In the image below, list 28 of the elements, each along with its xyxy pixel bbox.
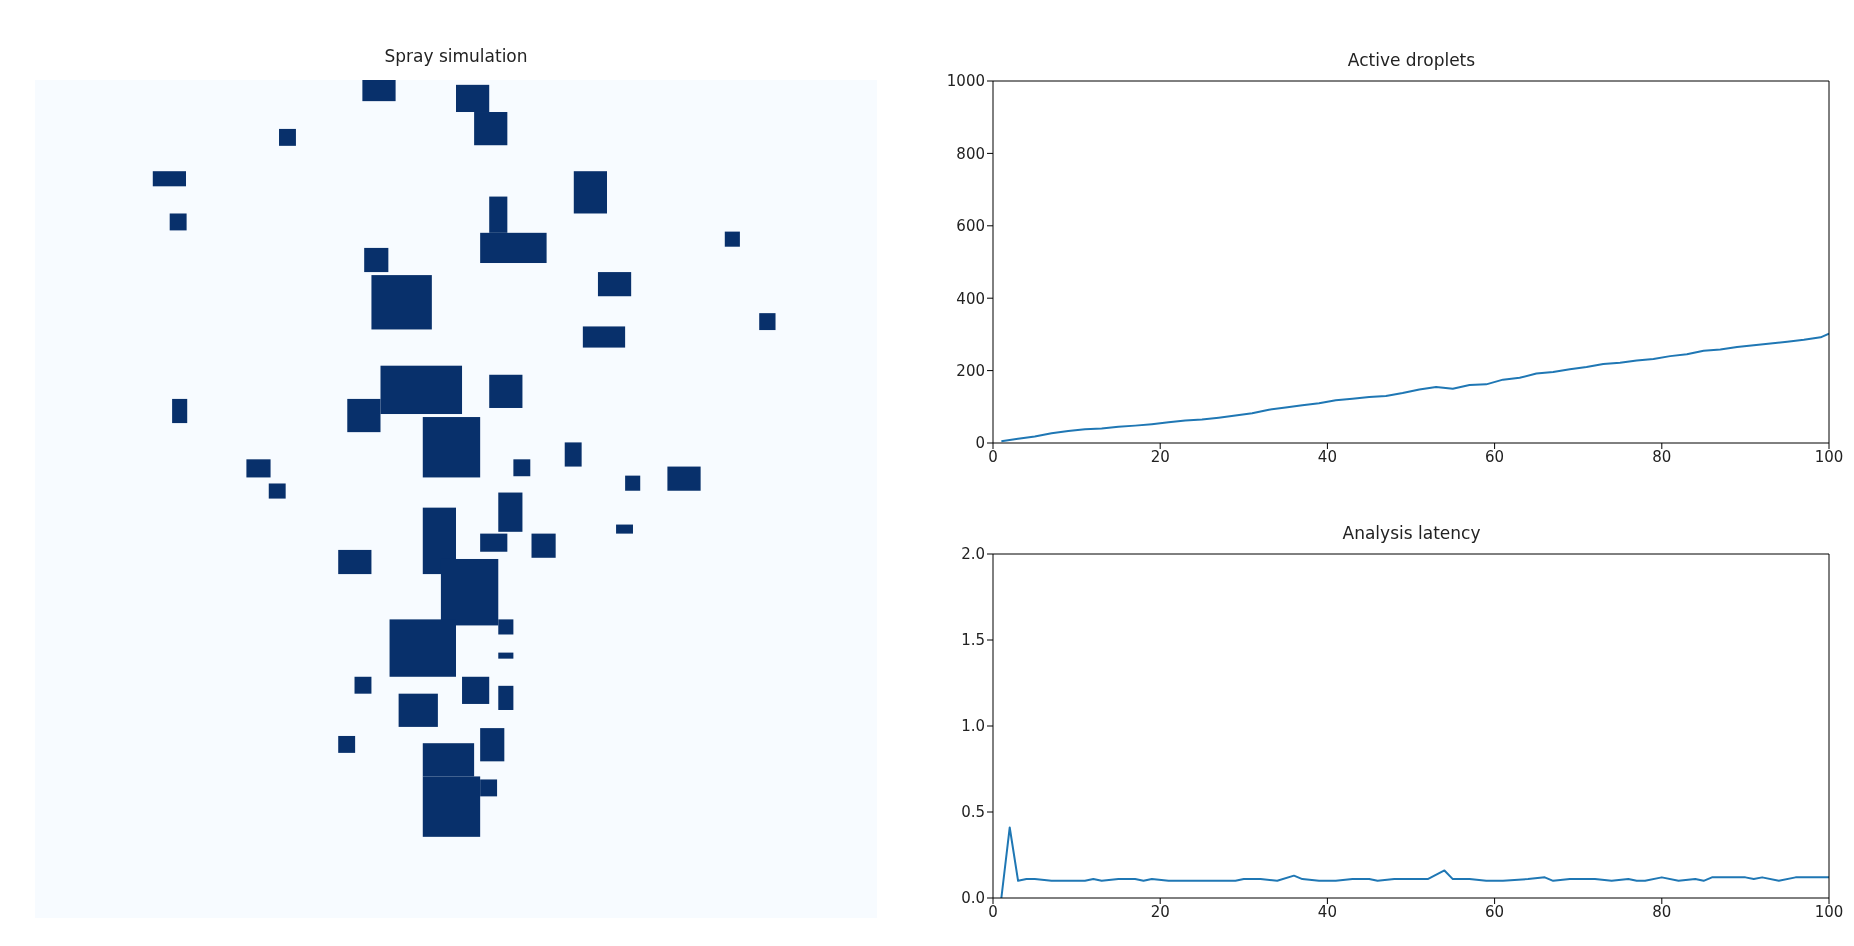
x-tick-label: 20 [1150,447,1170,466]
y-tick-label: 1.0 [961,717,985,736]
line-series [1000,826,1829,898]
x-tick-label: 100 [1814,447,1844,466]
x-tick-label: 80 [1652,902,1672,921]
x-tick-label: 60 [1485,902,1505,921]
x-tick-label: 60 [1485,447,1505,466]
chart-title: Active droplets [1346,50,1477,72]
x-tick-label: 0 [988,447,998,466]
x-tick-label: 80 [1652,447,1672,466]
y-tick-label: 200 [956,361,985,380]
line-series [1000,332,1829,443]
x-tick-label: 40 [1317,902,1337,921]
x-tick-label: 100 [1814,902,1844,921]
y-tick-label: 600 [956,217,985,236]
x-tick-label: 20 [1150,902,1170,921]
y-tick-label: 800 [956,144,985,163]
x-tick-label: 40 [1317,447,1337,466]
chart-title: Analysis latency [1341,523,1482,545]
y-tick-label: 0.5 [961,803,985,822]
y-tick-label: 1.5 [961,631,985,650]
y-tick-label: 400 [956,289,985,308]
x-tick-label: 0 [988,902,998,921]
text: Spray simulation [383,46,529,68]
y-tick-label: 1000 [946,72,985,91]
y-tick-label: 2.0 [961,545,985,564]
y-tick-label: 0.0 [961,889,985,908]
y-tick-label: 0 [975,434,985,453]
